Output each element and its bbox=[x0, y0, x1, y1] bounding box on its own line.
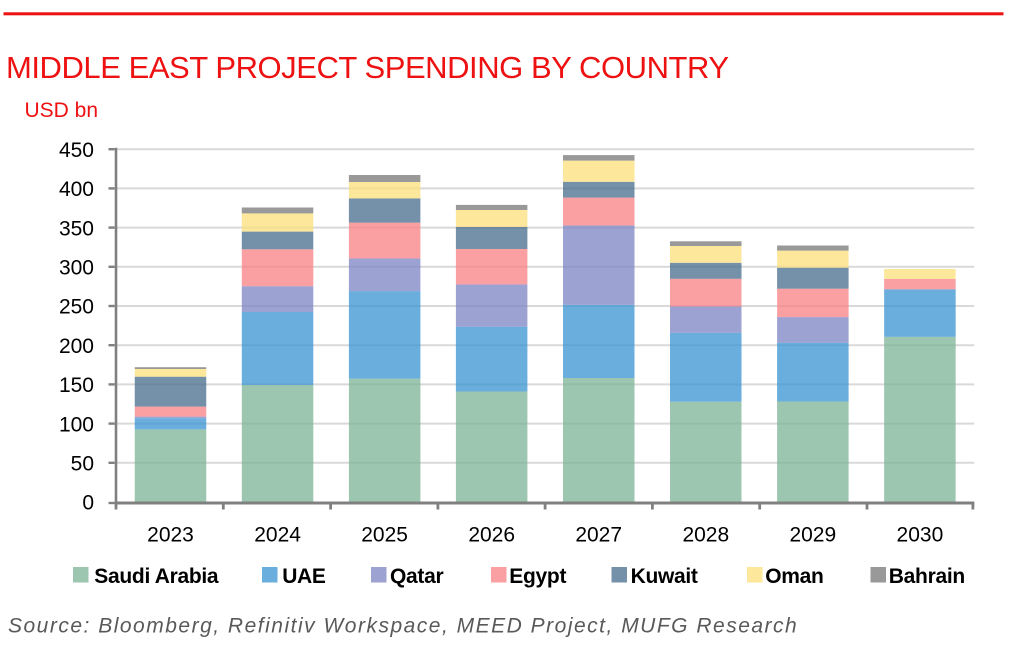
svg-text:Egypt: Egypt bbox=[509, 565, 566, 588]
svg-text:2028: 2028 bbox=[682, 523, 729, 546]
svg-text:UAE: UAE bbox=[282, 565, 326, 588]
svg-text:USD bn: USD bn bbox=[25, 99, 99, 122]
svg-text:400: 400 bbox=[59, 178, 94, 201]
svg-text:200: 200 bbox=[59, 335, 94, 358]
svg-text:2029: 2029 bbox=[789, 523, 836, 546]
svg-text:Oman: Oman bbox=[765, 565, 823, 588]
svg-text:300: 300 bbox=[59, 257, 94, 280]
svg-text:2023: 2023 bbox=[147, 523, 194, 546]
svg-text:2024: 2024 bbox=[254, 523, 301, 546]
svg-text:Saudi Arabia: Saudi Arabia bbox=[94, 565, 219, 588]
svg-text:Qatar: Qatar bbox=[390, 565, 443, 588]
svg-text:Source: Bloomberg, Refinitiv W: Source: Bloomberg, Refinitiv Workspace, … bbox=[8, 615, 798, 638]
svg-text:Bahrain: Bahrain bbox=[889, 565, 965, 588]
svg-text:50: 50 bbox=[71, 453, 94, 476]
svg-text:Kuwait: Kuwait bbox=[631, 565, 698, 588]
svg-text:0: 0 bbox=[82, 492, 94, 515]
svg-text:250: 250 bbox=[59, 296, 94, 319]
svg-text:2030: 2030 bbox=[897, 523, 944, 546]
svg-text:2027: 2027 bbox=[575, 523, 622, 546]
svg-text:MIDDLE EAST PROJECT SPENDING B: MIDDLE EAST PROJECT SPENDING BY COUNTRY bbox=[6, 50, 729, 85]
svg-text:100: 100 bbox=[59, 413, 94, 436]
svg-text:2026: 2026 bbox=[468, 523, 515, 546]
svg-text:150: 150 bbox=[59, 374, 94, 397]
svg-text:450: 450 bbox=[59, 139, 94, 162]
svg-text:350: 350 bbox=[59, 217, 94, 240]
svg-text:2025: 2025 bbox=[361, 523, 408, 546]
